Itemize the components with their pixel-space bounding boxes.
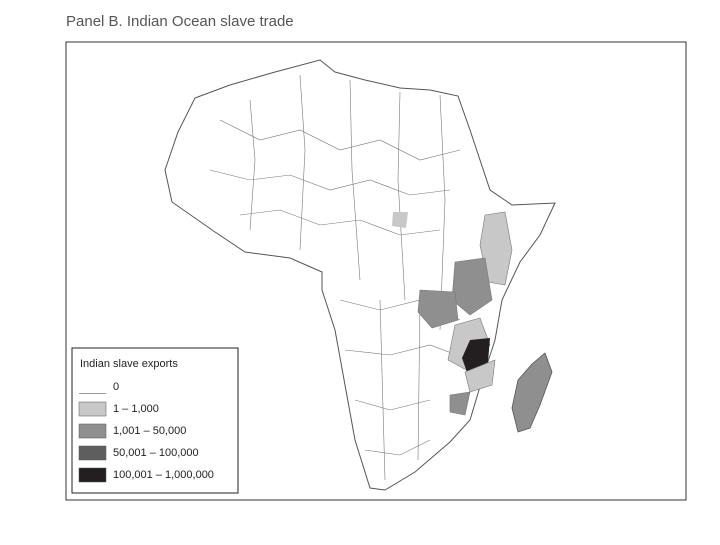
africa-map [164, 59, 556, 491]
legend-label: 1 – 1,000 [113, 403, 159, 415]
legend-label: 0 [113, 381, 119, 393]
legend-swatch [78, 401, 107, 417]
legend-label: 50,001 – 100,000 [113, 447, 199, 459]
legend-swatch [79, 393, 106, 394]
region-mid [417, 289, 459, 329]
legend-label: 100,001 – 1,000,000 [113, 469, 214, 481]
legend-swatch [78, 467, 107, 483]
legend-swatch [78, 423, 107, 439]
legend-items: 0 1 – 1,000 1,001 – 50,000 50,001 – 100,000… [78, 381, 214, 483]
region-light [392, 212, 408, 228]
legend-swatch [78, 445, 107, 461]
map-title: Panel B. Indian Ocean slave trade [66, 13, 294, 30]
legend-title: Indian slave exports [80, 358, 178, 370]
region-mid [449, 391, 471, 416]
madagascar [511, 352, 553, 433]
region-darkest [462, 338, 490, 375]
region-light [479, 211, 513, 286]
legend-label: 1,001 – 50,000 [113, 425, 186, 437]
region-light [464, 359, 496, 393]
